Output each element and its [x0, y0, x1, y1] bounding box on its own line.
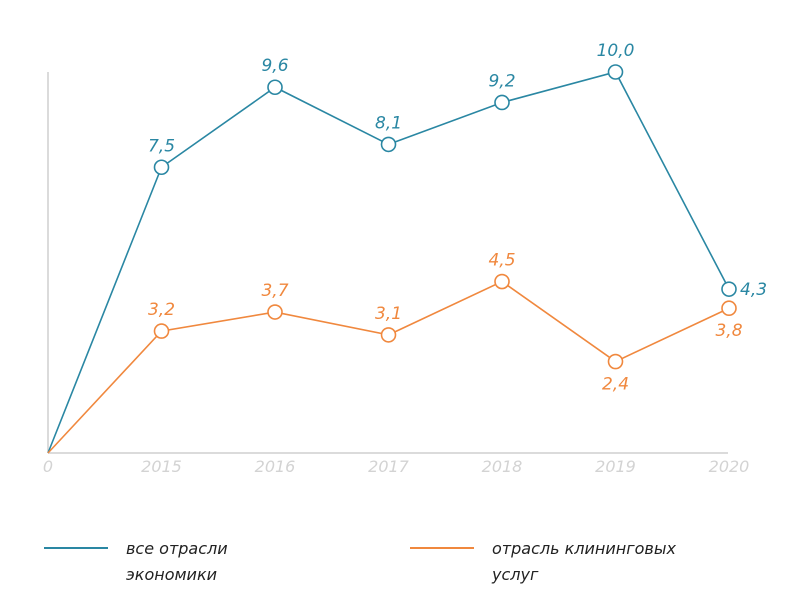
- data-point: [267, 304, 283, 320]
- legend-item-cleaning-services: отрасль клининговых услуг: [410, 536, 676, 588]
- legend-swatch-all-industries: [44, 547, 108, 549]
- data-point: [153, 323, 170, 339]
- data-point: [607, 64, 624, 80]
- legend-label-cleaning-services: отрасль клининговых услуг: [492, 536, 676, 588]
- data-label: 7,5: [148, 136, 175, 156]
- line-chart: 0 2015 2016 2017 2018 2019 2020 7,5 9,6 8,1 9,2 10…: [43, 41, 767, 476]
- data-point: [607, 353, 624, 370]
- data-label: 3,8: [715, 321, 742, 341]
- data-label: 9,2: [488, 71, 515, 91]
- legend-swatch-cleaning-services: [410, 547, 474, 549]
- data-label: 3,7: [261, 281, 288, 301]
- legend-label-line: отрасль клининговых: [492, 539, 676, 558]
- legend-item-all-industries: все отрасли экономики: [44, 536, 228, 588]
- data-point: [494, 273, 510, 290]
- data-point: [380, 136, 397, 153]
- data-label: 3,1: [375, 304, 402, 324]
- data-point: [494, 94, 510, 111]
- data-label: 4,3: [740, 280, 767, 300]
- x-tick-label: 2020: [709, 457, 750, 476]
- data-point: [380, 327, 397, 343]
- data-point: [153, 159, 170, 176]
- data-label: 9,6: [261, 56, 288, 76]
- legend-label-line: экономики: [126, 565, 218, 584]
- x-tick-label: 2017: [368, 457, 410, 476]
- legend-label-line: все отрасли: [126, 539, 228, 558]
- legend-label-all-industries: все отрасли экономики: [126, 536, 228, 588]
- x-tick-label: 0: [43, 457, 53, 476]
- x-tick-label: 2019: [595, 457, 636, 476]
- data-label: 3,2: [148, 300, 175, 320]
- data-label: 10,0: [597, 41, 635, 61]
- x-tick-label: 2018: [482, 457, 523, 476]
- x-tick-label: 2016: [255, 457, 296, 476]
- data-label: 8,1: [375, 113, 402, 133]
- x-tick-label: 2015: [141, 457, 182, 476]
- legend-label-line: услуг: [492, 565, 539, 584]
- data-point: [721, 281, 737, 297]
- data-label: 2,4: [602, 375, 629, 395]
- data-point: [721, 300, 737, 317]
- data-label: 4,5: [488, 251, 515, 271]
- data-point: [267, 79, 283, 96]
